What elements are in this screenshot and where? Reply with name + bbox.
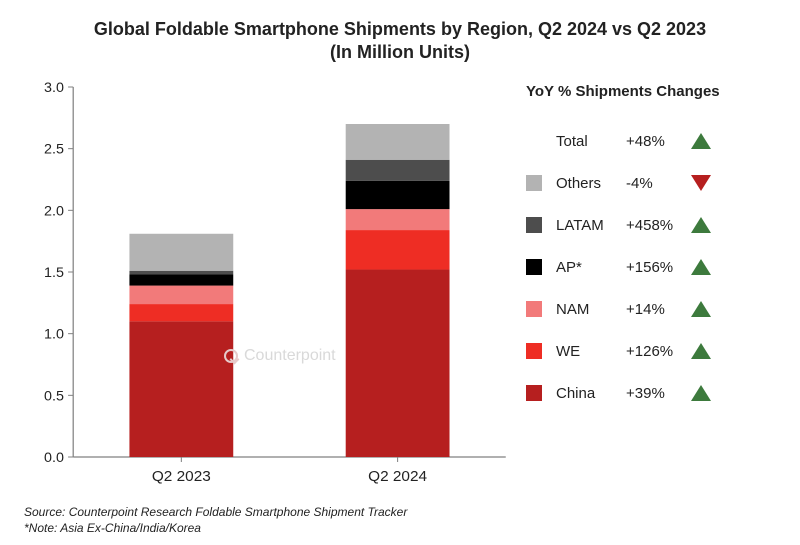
legend-row: Others-4% <box>526 162 776 204</box>
legend-panel: YoY % Shipments Changes Total+48%Others-… <box>516 77 776 497</box>
legend-label: Others <box>556 175 626 192</box>
legend-swatch <box>526 217 542 233</box>
svg-text:1.0: 1.0 <box>44 327 64 343</box>
main-row: 0.00.51.01.52.02.53.0Q2 2023Q2 2024 Coun… <box>24 77 776 497</box>
legend-swatch <box>526 175 542 191</box>
svg-text:2.0: 2.0 <box>44 203 64 219</box>
legend-value: +48% <box>626 133 686 150</box>
legend-row: NAM+14% <box>526 288 776 330</box>
title-line-1: Global Foldable Smartphone Shipments by … <box>94 19 706 39</box>
svg-text:1.5: 1.5 <box>44 265 64 281</box>
legend-value: +126% <box>626 343 686 360</box>
arrow-up-icon <box>686 301 716 317</box>
legend-swatch <box>526 343 542 359</box>
footer-source: Source: Counterpoint Research Foldable S… <box>24 505 407 519</box>
chart-area: 0.00.51.01.52.02.53.0Q2 2023Q2 2024 Coun… <box>24 77 516 497</box>
arrow-up-icon <box>686 343 716 359</box>
stacked-bar-svg: 0.0 0.5 1.0 1.5 2.0 2.5 3.0 Q2 2023 Q2 2024 <box>24 77 516 497</box>
arrow-up-icon <box>686 385 716 401</box>
legend-row: WE+126% <box>526 330 776 372</box>
svg-text:2.5: 2.5 <box>44 142 64 158</box>
footer-note: *Note: Asia Ex-China/India/Korea <box>24 521 201 535</box>
svg-text:0.0: 0.0 <box>44 450 64 466</box>
legend-label: Total <box>556 133 626 150</box>
chart-container: Global Foldable Smartphone Shipments by … <box>0 0 800 545</box>
legend-swatch <box>526 385 542 401</box>
svg-text:Q2 2023: Q2 2023 <box>152 468 211 485</box>
arrow-up-icon <box>686 259 716 275</box>
svg-text:0.5: 0.5 <box>44 388 64 404</box>
title-line-2: (In Million Units) <box>330 42 470 62</box>
legend-swatch <box>526 259 542 275</box>
legend-swatch <box>526 301 542 317</box>
chart-footer: Source: Counterpoint Research Foldable S… <box>24 505 776 536</box>
legend-value: +14% <box>626 301 686 318</box>
legend-rows: Total+48%Others-4%LATAM+458%AP*+156%NAM+… <box>526 120 776 414</box>
legend-row: Total+48% <box>526 120 776 162</box>
legend-label: NAM <box>556 301 626 318</box>
arrow-up-icon <box>686 217 716 233</box>
legend-value: -4% <box>626 175 686 192</box>
legend-value: +156% <box>626 259 686 276</box>
legend-row: AP*+156% <box>526 246 776 288</box>
legend-value: +39% <box>626 385 686 402</box>
svg-text:3.0: 3.0 <box>44 80 64 96</box>
legend-row: China+39% <box>526 372 776 414</box>
chart-title: Global Foldable Smartphone Shipments by … <box>24 18 776 63</box>
legend-label: China <box>556 385 626 402</box>
arrow-down-icon <box>686 175 716 191</box>
legend-row: LATAM+458% <box>526 204 776 246</box>
legend-label: WE <box>556 343 626 360</box>
legend-label: AP* <box>556 259 626 276</box>
legend-label: LATAM <box>556 217 626 234</box>
legend-value: +458% <box>626 217 686 234</box>
legend-title: YoY % Shipments Changes <box>526 83 776 100</box>
svg-text:Q2 2024: Q2 2024 <box>368 468 427 485</box>
arrow-up-icon <box>686 133 716 149</box>
